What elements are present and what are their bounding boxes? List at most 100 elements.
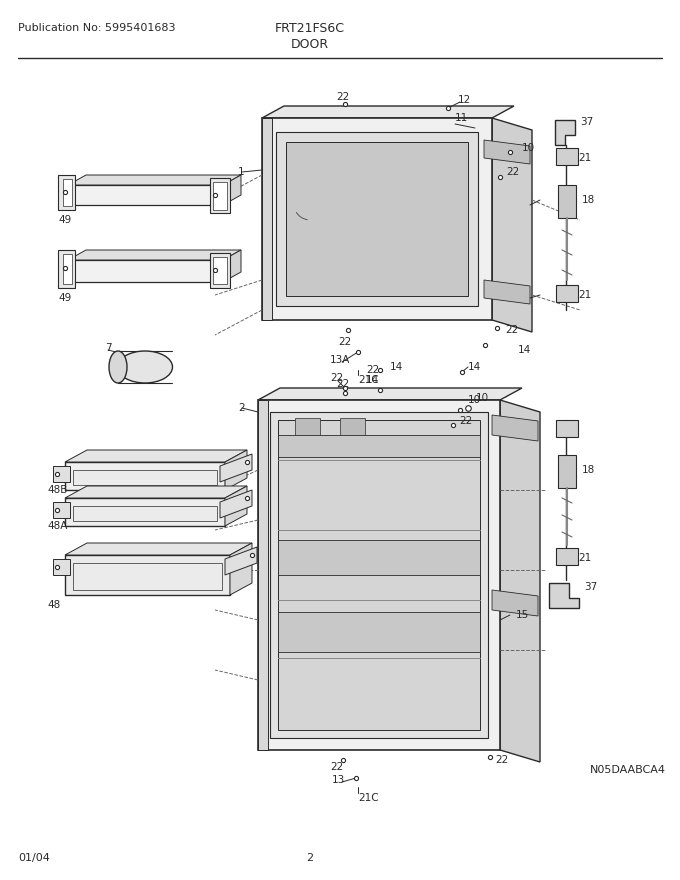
Polygon shape <box>210 253 230 288</box>
Polygon shape <box>340 418 365 435</box>
Text: 21: 21 <box>578 553 591 563</box>
Polygon shape <box>278 420 480 730</box>
Ellipse shape <box>118 351 173 383</box>
Text: 13: 13 <box>332 775 345 785</box>
Polygon shape <box>258 400 500 750</box>
Text: 7: 7 <box>105 343 112 353</box>
Polygon shape <box>558 455 576 488</box>
Text: 01/04: 01/04 <box>18 853 50 863</box>
Polygon shape <box>65 555 230 595</box>
Polygon shape <box>276 132 478 306</box>
Polygon shape <box>492 118 532 332</box>
Polygon shape <box>225 547 257 575</box>
Text: 14: 14 <box>366 375 379 385</box>
Polygon shape <box>68 175 241 185</box>
Polygon shape <box>556 148 578 165</box>
Polygon shape <box>262 106 514 118</box>
Text: 1: 1 <box>238 167 245 177</box>
Polygon shape <box>223 175 241 205</box>
Text: 22: 22 <box>495 755 508 765</box>
Text: 21: 21 <box>578 290 591 300</box>
Polygon shape <box>63 179 72 206</box>
Polygon shape <box>223 250 241 282</box>
Text: 22: 22 <box>459 416 472 426</box>
Text: 22: 22 <box>336 92 350 102</box>
Polygon shape <box>73 563 222 590</box>
Text: 21C: 21C <box>358 793 379 803</box>
Text: 48A: 48A <box>47 521 67 531</box>
Text: 13A: 13A <box>330 355 350 365</box>
Polygon shape <box>65 486 247 498</box>
Polygon shape <box>549 583 579 608</box>
Text: 21: 21 <box>578 153 591 163</box>
Polygon shape <box>492 590 538 616</box>
Text: 12: 12 <box>458 95 471 105</box>
Text: 14: 14 <box>468 362 481 372</box>
Text: 22: 22 <box>330 373 343 383</box>
Polygon shape <box>500 400 540 762</box>
Polygon shape <box>73 470 217 485</box>
Text: DOOR: DOOR <box>291 39 329 52</box>
Text: 22: 22 <box>338 337 352 347</box>
Text: 2: 2 <box>238 403 245 413</box>
Polygon shape <box>65 462 225 490</box>
Polygon shape <box>73 506 217 521</box>
Text: 10: 10 <box>468 395 481 405</box>
Text: 21C: 21C <box>358 375 379 385</box>
Polygon shape <box>213 257 227 284</box>
Polygon shape <box>286 142 468 296</box>
Polygon shape <box>58 175 75 210</box>
Polygon shape <box>68 260 223 282</box>
Text: 14: 14 <box>390 362 403 372</box>
Text: 10: 10 <box>522 143 535 153</box>
Polygon shape <box>278 612 480 652</box>
Polygon shape <box>220 454 252 482</box>
Polygon shape <box>53 502 70 518</box>
Polygon shape <box>556 420 578 437</box>
Text: 10: 10 <box>476 393 489 403</box>
Polygon shape <box>68 250 241 260</box>
Polygon shape <box>53 466 70 482</box>
Text: 18: 18 <box>582 465 595 475</box>
Polygon shape <box>555 120 575 145</box>
Polygon shape <box>53 559 70 575</box>
Text: 22: 22 <box>330 762 343 772</box>
Polygon shape <box>556 285 578 302</box>
Polygon shape <box>270 412 488 738</box>
Text: 48B: 48B <box>47 485 67 495</box>
Polygon shape <box>258 400 268 750</box>
Polygon shape <box>558 185 576 218</box>
Text: 22: 22 <box>336 379 350 389</box>
Polygon shape <box>278 435 480 457</box>
Polygon shape <box>68 185 223 205</box>
Text: 37: 37 <box>580 117 593 127</box>
Polygon shape <box>556 548 578 565</box>
Text: 22: 22 <box>506 167 520 177</box>
Polygon shape <box>210 178 230 213</box>
Text: 48: 48 <box>47 600 61 610</box>
Polygon shape <box>220 490 252 518</box>
Text: N05DAABCA4: N05DAABCA4 <box>590 765 666 775</box>
Polygon shape <box>484 280 530 304</box>
Text: Publication No: 5995401683: Publication No: 5995401683 <box>18 23 175 33</box>
Polygon shape <box>262 118 272 320</box>
Text: 15: 15 <box>516 610 529 620</box>
Polygon shape <box>225 450 247 490</box>
Text: 49: 49 <box>58 215 71 225</box>
Text: 37: 37 <box>584 582 597 592</box>
Text: 18: 18 <box>582 195 595 205</box>
Text: 2: 2 <box>307 853 313 863</box>
Polygon shape <box>225 486 247 526</box>
Polygon shape <box>278 540 480 575</box>
Polygon shape <box>65 450 247 462</box>
Ellipse shape <box>109 351 127 383</box>
Text: 22: 22 <box>366 365 379 375</box>
Polygon shape <box>484 140 530 164</box>
Text: FRT21FS6C: FRT21FS6C <box>275 21 345 34</box>
Text: 14: 14 <box>518 345 531 355</box>
Polygon shape <box>262 118 492 320</box>
Polygon shape <box>492 415 538 441</box>
Text: 11: 11 <box>455 113 469 123</box>
Text: 22: 22 <box>505 325 518 335</box>
Polygon shape <box>58 250 75 288</box>
